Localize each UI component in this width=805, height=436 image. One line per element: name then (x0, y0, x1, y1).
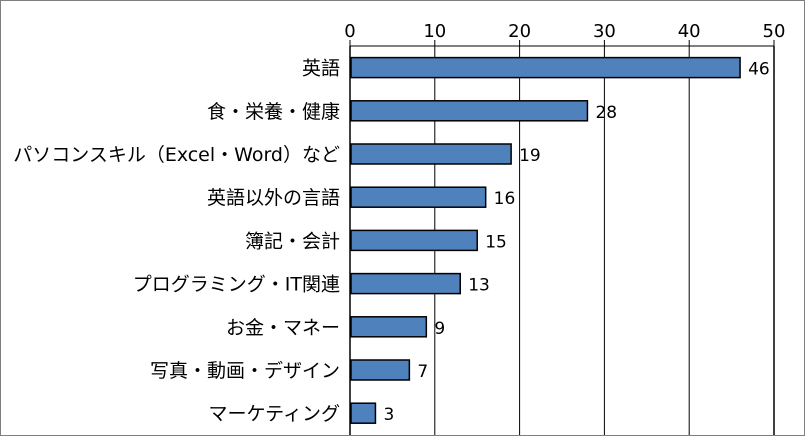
bar (350, 359, 411, 381)
x-tick-label: 30 (593, 21, 616, 42)
category-label: 写真・動画・デザイン (150, 360, 340, 382)
bar (350, 100, 589, 122)
bar (350, 272, 461, 295)
value-labels: 46 28 19 16 15 13 9 7 3 (383, 60, 769, 426)
x-tick-label: 20 (508, 21, 531, 42)
data-label: 13 (468, 276, 490, 296)
bars (350, 56, 741, 424)
bar (350, 56, 741, 79)
data-label: 9 (434, 319, 445, 339)
category-label: 簿記・会計 (245, 230, 340, 252)
data-label: 7 (417, 362, 428, 382)
bar (350, 143, 512, 165)
bar (350, 316, 428, 338)
category-label: 英語以外の言語 (207, 187, 340, 209)
category-label: 食・栄養・健康 (207, 101, 340, 123)
data-label: 16 (494, 189, 516, 209)
data-label: 15 (485, 232, 507, 252)
category-label: 英語 (302, 58, 340, 80)
category-labels: 英語食・栄養・健康パソコンスキル（Excel・Word）など英語以外の言語簿記・… (13, 58, 340, 426)
x-tick-label: 10 (423, 21, 446, 42)
data-label: 3 (383, 405, 394, 425)
bar (350, 402, 377, 424)
x-tick-label: 50 (763, 21, 786, 42)
category-label: プログラミング・IT関連 (133, 274, 340, 296)
data-label: 28 (595, 103, 617, 123)
x-tick-label: 40 (678, 21, 701, 42)
x-tick-label: 0 (344, 21, 355, 42)
bar (350, 186, 487, 208)
category-label: お金・マネー (226, 317, 340, 339)
data-label: 46 (748, 60, 770, 80)
category-label: マーケティング (209, 403, 340, 425)
data-label: 19 (519, 146, 541, 166)
x-axis-ticks: 0 10 20 30 40 50 (344, 21, 785, 42)
category-label: パソコンスキル（Excel・Word）など (13, 144, 340, 166)
bar (350, 229, 478, 252)
